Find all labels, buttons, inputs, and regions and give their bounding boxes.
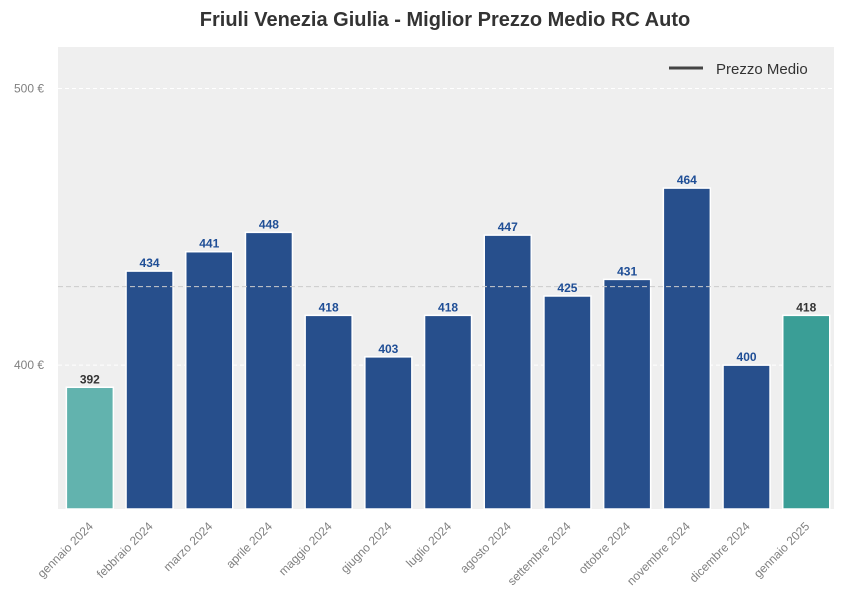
data-label: 464 [677, 173, 697, 187]
bar [304, 314, 353, 510]
data-label: 431 [617, 264, 637, 278]
x-tick-label: luglio 2024 [403, 519, 454, 570]
bar [423, 314, 473, 510]
data-labels: 392 434 441 448 418 403 418 447 425 431 464 400 418 [80, 173, 817, 386]
x-tick-label: maggio 2024 [276, 519, 335, 578]
x-tick-label: marzo 2024 [161, 519, 216, 574]
x-tick-label: dicembre 2024 [687, 519, 753, 585]
x-tick-label: febbraio 2024 [94, 519, 156, 581]
bar [602, 278, 652, 510]
x-tick-label: novembre 2024 [624, 519, 693, 588]
data-label: 425 [557, 281, 577, 295]
bar [185, 250, 234, 510]
bar [662, 187, 712, 510]
data-label: 418 [438, 300, 458, 314]
data-label: 418 [796, 300, 816, 314]
bar [543, 295, 592, 510]
y-tick-label: 500 € [14, 81, 44, 95]
data-label: 447 [498, 220, 518, 234]
legend-label: Prezzo Medio [716, 61, 808, 78]
bar [125, 270, 174, 510]
bar [782, 314, 831, 510]
bar [722, 364, 771, 510]
data-label: 441 [199, 237, 219, 251]
x-tick-label: ottobre 2024 [576, 519, 634, 577]
data-label: 418 [319, 300, 339, 314]
x-tick-label: agosto 2024 [457, 519, 514, 576]
x-tick-label: giugno 2024 [338, 519, 395, 576]
bars [65, 187, 831, 510]
y-axis: 400 € 500 € [14, 81, 44, 372]
chart-title: Friuli Venezia Giulia - Miglior Prezzo M… [200, 9, 690, 31]
x-tick-label: gennaio 2024 [35, 519, 97, 581]
x-tick-label: settembre 2024 [505, 519, 574, 588]
bar [483, 234, 532, 510]
data-label: 434 [140, 256, 160, 270]
data-label: 392 [80, 372, 100, 386]
x-tick-label: aprile 2024 [223, 519, 275, 571]
data-label: 448 [259, 217, 279, 231]
data-label: 403 [378, 342, 398, 356]
bar [364, 356, 413, 510]
legend: Prezzo Medio [669, 61, 808, 78]
bar [244, 231, 294, 510]
y-tick-label: 400 € [14, 358, 44, 372]
x-tick-label: gennaio 2025 [751, 519, 813, 581]
bar [65, 386, 115, 510]
data-label: 400 [737, 350, 757, 364]
